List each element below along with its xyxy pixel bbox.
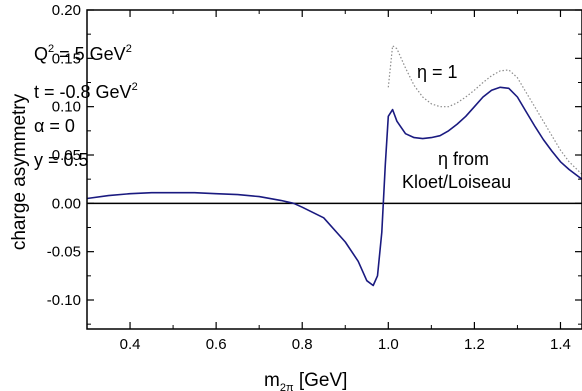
y-tick-label: 0.10 <box>52 99 81 116</box>
y-axis-title: charge asymmetry <box>9 93 30 250</box>
x-axis-title: m2π [GeV] <box>264 370 347 391</box>
x-tick-label: 1.4 <box>550 336 571 353</box>
param-t: t = -0.8 GeV2 <box>34 81 138 102</box>
series-layer <box>86 45 582 287</box>
param-y: y = 0.5 <box>34 150 89 170</box>
axis-ticks <box>86 9 582 329</box>
x-tick-label: 0.6 <box>206 336 227 353</box>
x-tick-label: 0.4 <box>120 336 141 353</box>
x-tick-label: 1.0 <box>378 336 399 353</box>
series-label-eta-1: η = 1 <box>417 62 458 82</box>
y-tick-label: 0.20 <box>52 2 81 19</box>
series-label-kloet-line2: Kloet/Loiseau <box>402 172 511 192</box>
series-line-eta-1 <box>387 45 582 175</box>
plot-frame <box>86 9 582 330</box>
y-tick-label: 0.00 <box>52 195 81 212</box>
x-tick-label: 0.8 <box>292 336 313 353</box>
param-alpha: α = 0 <box>34 116 75 136</box>
y-tick-label: -0.05 <box>47 244 81 261</box>
y-tick-label: -0.10 <box>47 292 81 309</box>
tick-labels: 0.4 0.6 0.8 1.0 1.2 1.4 0.20 0.15 0.10 0.05 0.00 -0… <box>47 2 571 353</box>
y-tick-label: 0.15 <box>52 50 81 67</box>
param-q2: Q2 = 5 GeV2 <box>34 43 132 64</box>
x-tick-label: 1.2 <box>464 336 485 353</box>
series-label-kloet-line1: η from <box>438 149 489 169</box>
y-tick-label: 0.05 <box>52 147 81 164</box>
series-line-kloet-loiseau <box>86 86 582 287</box>
